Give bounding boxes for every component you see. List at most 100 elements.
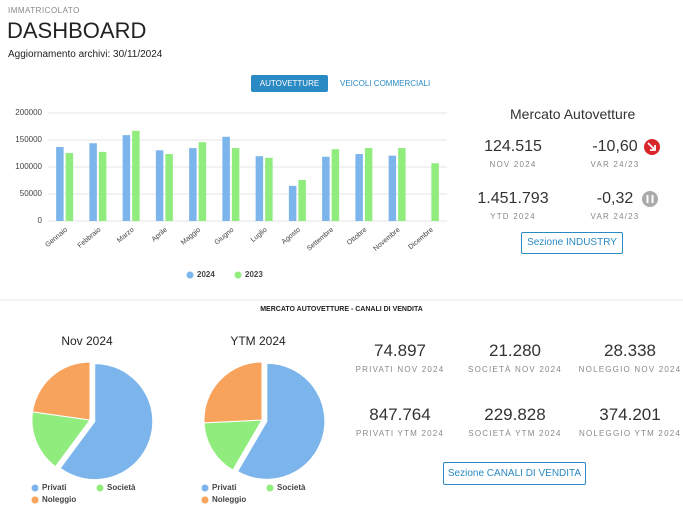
stat: 847.764 PRIVATI YTM 2024 [345, 405, 455, 440]
stable-icon [642, 191, 658, 207]
bar [89, 143, 97, 221]
x-tick-label: Marzo [116, 227, 135, 245]
pie-slice [203, 361, 263, 424]
bar [355, 154, 363, 221]
x-tick-label: Maggio [180, 227, 202, 247]
bar [255, 156, 264, 221]
stat-label: NOLEGGIO YTM 2024 [578, 429, 682, 438]
legend-marker [31, 484, 39, 492]
legend-marker [234, 271, 242, 279]
stat-value: 847.764 [369, 405, 431, 424]
bar [431, 163, 439, 221]
y-tick-label: 100000 [15, 162, 42, 171]
industry-button[interactable]: Sezione INDUSTRY [521, 232, 623, 254]
bar [122, 135, 131, 221]
panel-title: Mercato Autovetture [510, 106, 636, 122]
stat-label: SOCIETÀ NOV 2024 [468, 365, 562, 374]
legend-marker [201, 496, 209, 504]
down-arrow [647, 142, 656, 151]
pie-slice [236, 362, 326, 480]
stat: -0,32 VAR 24/23 [560, 190, 670, 223]
legend-marker [31, 496, 39, 504]
stat-label: NOLEGGIO NOV 2024 [578, 365, 682, 374]
y-tick-label: 200000 [15, 108, 42, 117]
stat-value: 21.280 [489, 341, 541, 360]
legend-label: Privati [42, 483, 66, 492]
stat: 124.515 NOV 2024 [458, 138, 568, 171]
y-tick-label: 150000 [15, 135, 42, 144]
bar [222, 136, 230, 221]
pie-slice [32, 361, 91, 421]
page-title: DASHBOARD [7, 18, 147, 43]
bar [189, 148, 197, 221]
legend-marker [96, 484, 104, 492]
stat-value: 229.828 [484, 405, 546, 424]
stat: 1.451.793 YTD 2024 [458, 190, 568, 223]
legend-label: Noleggio [212, 495, 246, 504]
bar [298, 179, 306, 221]
channels-button[interactable]: Sezione CANALI DI VENDITA [443, 462, 586, 485]
y-tick-label: 50000 [20, 189, 43, 198]
bar [165, 154, 173, 221]
bar [388, 155, 397, 221]
x-tick-label: Settembre [306, 227, 335, 253]
bar [198, 142, 207, 221]
bar [231, 148, 240, 221]
x-tick-label: Agosto [281, 227, 302, 246]
stat-value: 74.897 [374, 341, 426, 360]
bar [265, 157, 273, 221]
legend-label: Società [107, 483, 136, 492]
x-tick-label: Ottobre [346, 227, 368, 247]
bar [331, 149, 340, 221]
stat-value: -0,32 [596, 190, 634, 207]
legend-label: Noleggio [42, 495, 76, 504]
legend-label: Privati [212, 483, 236, 492]
bar [56, 147, 64, 221]
stat: 21.280 SOCIETÀ NOV 2024 [460, 341, 570, 376]
x-tick-label: Luglio [250, 227, 269, 244]
pause-bar [646, 195, 649, 203]
x-tick-label: Febbraio [77, 227, 103, 250]
pie-title: Nov 2024 [61, 334, 113, 348]
stat: -10,60 VAR 24/23 [560, 138, 670, 171]
bar [65, 152, 74, 221]
legend-marker [266, 484, 274, 492]
stat-value: 124.515 [484, 138, 542, 155]
section-title: MERCATO AUTOVETTURE - CANALI DI VENDITA [260, 306, 423, 313]
stat-value: 1.451.793 [477, 190, 549, 207]
legend-marker [186, 271, 194, 279]
stat-label: PRIVATI NOV 2024 [355, 365, 445, 374]
pause-bar [651, 195, 654, 203]
stat-label: VAR 24/23 [590, 212, 640, 221]
stat-value: -10,60 [592, 138, 638, 155]
legend-label: Società [277, 483, 306, 492]
bar [98, 151, 107, 221]
stat: 28.338 NOLEGGIO NOV 2024 [575, 341, 683, 376]
stat-label: YTD 2024 [490, 212, 536, 221]
stat-label: VAR 24/23 [590, 160, 640, 169]
bar [322, 156, 330, 221]
tab[interactable]: VEICOLI COMMERCIALI [340, 79, 431, 88]
x-tick-label: Dicembre [407, 227, 435, 252]
stat-label: NOV 2024 [489, 160, 537, 169]
tab[interactable]: AUTOVETTURE [251, 75, 328, 92]
bar [288, 185, 297, 221]
bar [132, 130, 140, 221]
pie-slice [203, 419, 263, 471]
stat-value: 374.201 [599, 405, 661, 424]
x-tick-label: Gennaio [44, 227, 69, 249]
section: IMMATRICOLATO [8, 6, 80, 15]
bar [155, 150, 164, 221]
update-date: Aggiornamento archivi: 30/11/2024 [8, 49, 163, 60]
pie-slice [31, 411, 91, 468]
stat-label: PRIVATI YTM 2024 [355, 429, 445, 438]
pie-slice [59, 363, 154, 481]
x-tick-label: Aprile [151, 227, 169, 244]
pie-title: YTM 2024 [230, 334, 286, 348]
x-tick-label: Novembre [372, 227, 401, 253]
bar [398, 148, 406, 221]
stat: 74.897 PRIVATI NOV 2024 [345, 341, 455, 376]
stat: 229.828 SOCIETÀ YTM 2024 [460, 405, 570, 440]
